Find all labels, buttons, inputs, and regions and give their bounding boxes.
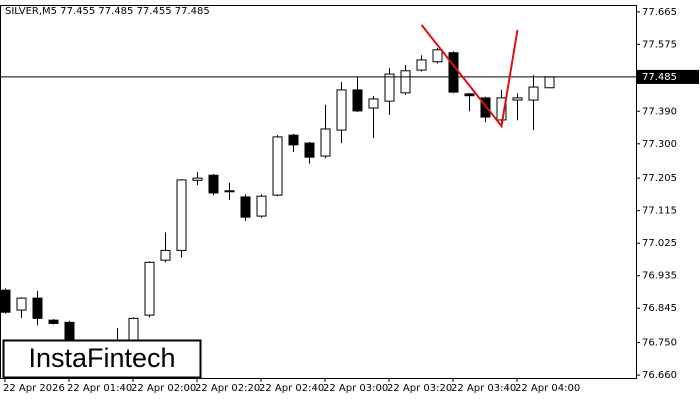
x-tick-label: 22 Apr 02:40 [259, 383, 324, 394]
candle-body [384, 73, 395, 102]
candle-body [448, 52, 459, 93]
candle-body [160, 249, 171, 261]
plot-border [0, 5, 637, 379]
candle-body [528, 86, 539, 101]
candle-body [304, 142, 315, 158]
y-tick-label: 77.665 [642, 7, 677, 18]
x-tick-label: 22 Apr 01:40 [67, 383, 132, 394]
candle-body [272, 136, 283, 196]
x-tick-label: 22 Apr 02:20 [195, 383, 260, 394]
candle-body [352, 89, 363, 112]
candle-body [32, 297, 43, 319]
y-tick-label: 77.300 [642, 139, 677, 150]
candle-body [512, 97, 523, 101]
candle-body [432, 49, 443, 63]
x-tick-label: 22 Apr 2026 [3, 383, 65, 394]
candle-body [0, 289, 11, 313]
candle-body [368, 98, 379, 109]
current-price-label: 77.485 [642, 72, 677, 83]
y-tick-label: 76.845 [642, 303, 677, 314]
candle-body [176, 179, 187, 251]
candle-body [64, 321, 75, 341]
x-tick-label: 22 Apr 03:20 [387, 383, 452, 394]
y-tick-label: 76.935 [642, 271, 677, 282]
candle-body [288, 134, 299, 146]
candle-body [192, 177, 203, 181]
pattern-line [420, 24, 519, 129]
candle-body [320, 128, 331, 157]
candle-body [336, 89, 347, 131]
candle-body [256, 195, 267, 217]
candle-body [544, 76, 555, 89]
logo-box [2, 339, 202, 379]
y-tick-label: 77.025 [642, 238, 677, 249]
candle-body [208, 174, 219, 194]
x-tick-label: 22 Apr 03:40 [451, 383, 516, 394]
x-tick-label: 22 Apr 04:00 [515, 383, 580, 394]
candle-body [480, 97, 491, 118]
candle-body [400, 70, 411, 94]
candle-body [496, 97, 507, 121]
candle-body [464, 93, 475, 97]
candle-body [16, 297, 27, 311]
y-tick-label: 77.115 [642, 206, 677, 217]
candle-body [240, 196, 251, 218]
candle-body [48, 319, 59, 324]
chart-title: SILVER,M5 77.455 77.485 77.455 77.485 [5, 6, 210, 17]
candle-body [416, 59, 427, 71]
y-tick-label: 77.390 [642, 106, 677, 117]
y-tick-label: 77.205 [642, 173, 677, 184]
x-tick-label: 22 Apr 03:00 [323, 383, 388, 394]
candle-body [144, 261, 155, 316]
y-tick-label: 76.750 [642, 338, 677, 349]
candle-body [224, 190, 235, 193]
current-price-box [637, 69, 699, 84]
logo: InstaFintech [28, 343, 175, 373]
y-tick-label: 77.575 [642, 39, 677, 50]
x-tick-label: 22 Apr 02:00 [131, 383, 196, 394]
y-tick-label: 76.660 [642, 370, 677, 381]
